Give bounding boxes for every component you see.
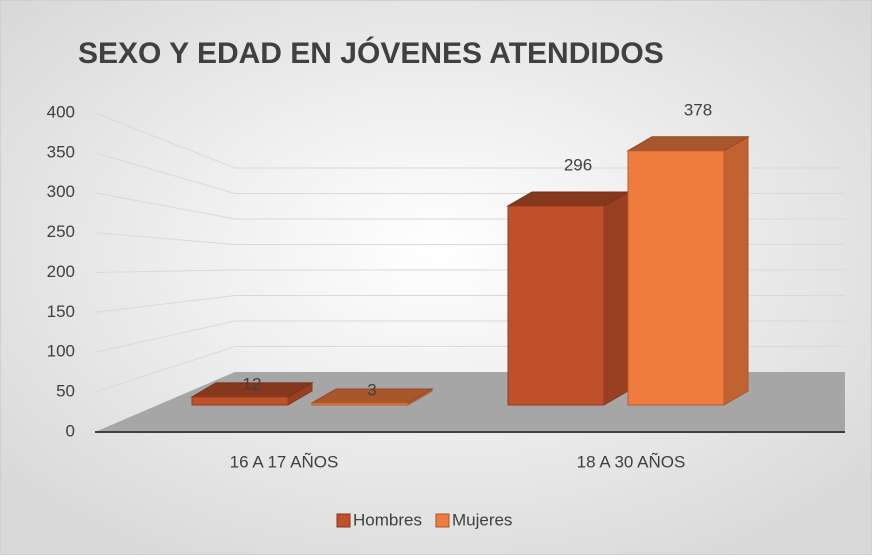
bar	[507, 205, 605, 406]
legend-label: Mujeres	[452, 510, 512, 529]
bar	[191, 396, 289, 406]
y-tick-label: 350	[47, 142, 75, 161]
chart-title: SEXO Y EDAD EN JÓVENES ATENDIDOS	[78, 36, 664, 70]
y-tick-label: 150	[47, 302, 75, 321]
y-tick-label: 50	[56, 382, 75, 401]
bar-side	[723, 135, 749, 406]
bar	[311, 402, 409, 406]
y-tick-label: 300	[47, 182, 75, 201]
x-tick-label: 18 A 30 AÑOS	[577, 452, 686, 471]
x-tick-label: 16 A 17 AÑOS	[230, 452, 339, 471]
y-tick-label: 200	[47, 262, 75, 281]
bar-side	[603, 191, 629, 406]
y-tick-label: 250	[47, 222, 75, 241]
legend-swatch	[336, 513, 351, 528]
y-tick-label: 100	[47, 342, 75, 361]
legend-label: Hombres	[353, 510, 422, 529]
y-tick-label: 0	[66, 421, 75, 440]
value-label: 296	[564, 155, 592, 174]
legend-swatch	[435, 513, 450, 528]
y-tick-label: 400	[47, 102, 75, 121]
value-label: 378	[684, 100, 712, 119]
value-label: 3	[367, 380, 376, 399]
bar	[627, 150, 725, 406]
value-label: 12	[243, 374, 262, 393]
